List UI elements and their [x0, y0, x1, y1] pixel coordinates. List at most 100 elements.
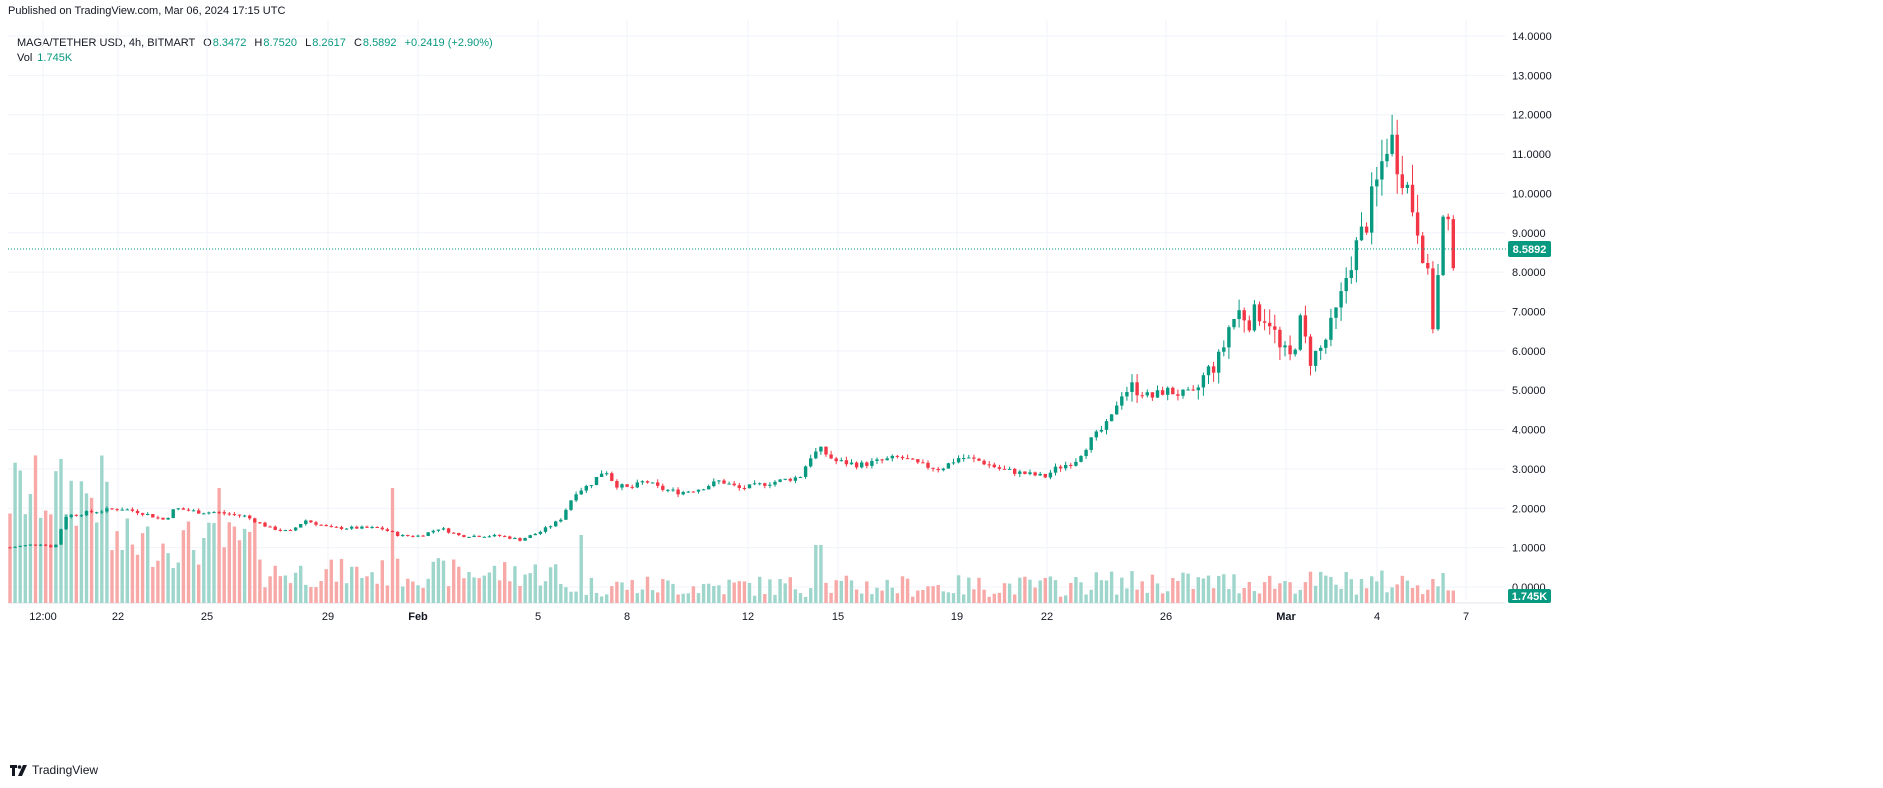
candle-body: [237, 514, 242, 516]
volume-bar: [1150, 574, 1155, 603]
y-tick-label: 11.0000: [1512, 149, 1551, 161]
volume-bar: [610, 586, 614, 603]
volume-bar: [79, 481, 84, 603]
volume-bar: [304, 584, 308, 603]
volume-bar: [1247, 581, 1251, 603]
volume-bar: [885, 579, 889, 603]
candle-body: [1069, 464, 1073, 466]
volume-bar: [1181, 572, 1185, 603]
y-tick-label: 6.0000: [1512, 346, 1546, 358]
volume-bar: [676, 594, 680, 603]
volume-bar: [237, 540, 242, 603]
volume-bar: [696, 593, 701, 603]
candle-body: [829, 454, 833, 459]
candle-body: [1339, 291, 1343, 308]
candle-body: [1023, 471, 1027, 475]
volume-bar: [457, 566, 461, 603]
volume-bar: [421, 587, 425, 603]
candle-body: [1410, 184, 1415, 213]
volume-bar: [819, 545, 823, 603]
volume-bar: [385, 585, 390, 603]
candle-body: [1196, 387, 1200, 391]
volume-bar: [1349, 579, 1353, 603]
candle-body: [992, 464, 996, 468]
candle-body: [1319, 347, 1323, 351]
volume-bar: [1186, 573, 1190, 603]
volume-bar: [523, 574, 527, 603]
candle-body: [554, 521, 558, 527]
candle-body: [1166, 387, 1170, 395]
candle-body: [49, 545, 53, 548]
candle-body: [1262, 321, 1267, 323]
volume-bar: [1028, 579, 1032, 603]
candle-body: [426, 532, 430, 536]
volume-bar: [564, 587, 568, 603]
volume-bar: [834, 580, 838, 603]
volume-bar: [752, 595, 757, 603]
candle-body: [936, 468, 940, 471]
candle-body: [951, 462, 956, 464]
candle-body: [1028, 472, 1032, 475]
volume-bar: [319, 581, 323, 603]
volume-bar: [146, 526, 150, 603]
candle-body: [640, 481, 645, 483]
volume-legend[interactable]: Vol 1.745K: [17, 52, 72, 64]
volume-bar: [212, 523, 216, 603]
volume-bar: [548, 567, 553, 603]
candle-body: [115, 509, 119, 511]
volume-bar: [758, 576, 762, 603]
symbol-title: MAGA/TETHER USD, 4h, BITMART: [17, 37, 196, 49]
candle-body: [844, 460, 849, 465]
volume-bar: [69, 480, 73, 603]
volume-bar: [365, 576, 369, 603]
volume-bar: [528, 573, 532, 603]
y-tick-label: 5.0000: [1512, 385, 1546, 397]
y-tick-label: 10.0000: [1512, 188, 1552, 200]
volume-bar: [497, 580, 502, 603]
candle-body: [1130, 382, 1134, 393]
volume-bar: [905, 578, 910, 603]
candle-body: [1033, 472, 1037, 476]
volume-bar: [1421, 594, 1425, 603]
candle-body: [548, 526, 553, 528]
volume-bar: [1268, 575, 1272, 603]
x-tick-label: Mar: [1276, 611, 1296, 623]
candle-body: [722, 480, 726, 484]
candle-body: [375, 527, 379, 529]
price-chart[interactable]: 14.0000 13.0000 12.0000 11.0000 10.0000 9.000…: [0, 0, 1883, 760]
volume-bar: [1451, 590, 1455, 603]
volume-bars: [8, 455, 1455, 603]
volume-bar: [380, 560, 384, 603]
y-tick-label: 14.0000: [1512, 31, 1552, 43]
volume-bar: [38, 517, 43, 603]
candle-body: [1385, 153, 1389, 162]
candle-body: [1268, 322, 1272, 327]
candle-body: [344, 528, 349, 530]
volume-bar: [232, 526, 237, 603]
close-label: C: [353, 37, 362, 49]
candle-body: [676, 489, 680, 495]
candle-body: [1308, 336, 1313, 366]
candle-body: [1201, 375, 1206, 388]
candle-body: [1171, 387, 1175, 395]
symbol-legend[interactable]: MAGA/TETHER USD, 4h, BITMART O8.3472 H8.…: [17, 35, 493, 51]
volume-bar: [554, 564, 558, 603]
candle-body: [299, 524, 303, 528]
volume-bar: [615, 581, 619, 603]
volume-bar: [1038, 580, 1042, 603]
candle-body: [538, 531, 543, 534]
candle-body: [1247, 320, 1251, 331]
candle-body: [1329, 317, 1333, 340]
candle-body: [1441, 216, 1445, 276]
candle-body: [467, 536, 471, 538]
candle-body: [1002, 468, 1007, 470]
footer-brand[interactable]: TradingView: [10, 763, 98, 777]
volume-bar: [1364, 588, 1369, 603]
volume-bar: [1395, 584, 1399, 603]
candle-body: [1155, 390, 1160, 398]
candle-body: [1186, 389, 1190, 391]
volume-bar: [350, 566, 354, 603]
candle-body: [110, 508, 114, 510]
candle-body: [977, 458, 981, 461]
volume-bar: [1262, 582, 1267, 603]
